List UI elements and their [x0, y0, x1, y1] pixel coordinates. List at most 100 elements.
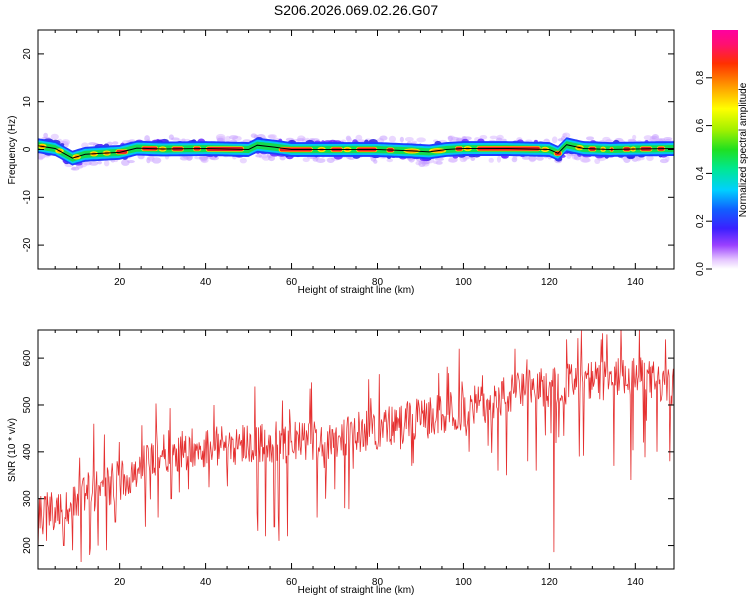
- spectrogram-halo-cell: [632, 134, 637, 140]
- spectrogram-halo-cell: [216, 137, 224, 142]
- spectrogram-x-tick-label: 40: [200, 277, 212, 288]
- spectrogram-x-tick-label: 60: [286, 277, 298, 288]
- spectrogram-halo-cell: [665, 155, 670, 162]
- spectrogram-x-label: Height of straight line (km): [298, 285, 415, 296]
- colorbar-tick-label: 0.2: [695, 214, 706, 228]
- spectrogram-halo-cell: [250, 133, 257, 138]
- spectrogram-halo-cell: [379, 135, 388, 141]
- spectrogram-y-tick-label: 20: [22, 48, 33, 60]
- spectrogram-halo-cell: [38, 156, 44, 161]
- spectrogram-halo-cell: [455, 137, 463, 143]
- spectrogram-halo-cell: [70, 167, 80, 171]
- spectrogram-halo-cell: [199, 155, 208, 161]
- colorbar-tick-label: 0.8: [695, 70, 706, 84]
- snr-series-line: [38, 330, 674, 563]
- spectrogram-halo-cell: [536, 156, 544, 161]
- colorbar-gradient: [712, 30, 738, 269]
- spectrogram-halo-cell: [97, 160, 102, 165]
- colorbar-tick-label: 0.6: [695, 118, 706, 132]
- spectrogram-halo-cell: [148, 155, 155, 162]
- spectrogram-halo-cell: [512, 155, 518, 160]
- spectrogram-x-tick-label: 100: [455, 277, 472, 288]
- spectrogram-halo-cell: [488, 157, 494, 163]
- spectrogram-halo-cell: [663, 136, 673, 141]
- snr-plot-area: [38, 330, 674, 563]
- spectrogram-halo-cell: [386, 158, 393, 163]
- spectrogram-halo-cell: [355, 134, 363, 141]
- spectrogram-halo-cell: [268, 155, 275, 162]
- spectrogram-halo-cell: [489, 135, 498, 140]
- spectrogram-y-tick-label: 0: [22, 146, 33, 152]
- spectrogram-halo-cell: [170, 137, 180, 141]
- spectrogram-halo-cell: [103, 160, 110, 167]
- spectrogram-halo-cell: [312, 157, 319, 162]
- snr-panel: 20 40 60 80 100 120 140 600 500 400 300 200 Height …: [7, 329, 675, 596]
- spectrogram-halo-cell: [479, 134, 488, 140]
- snr-y-tick-label: 200: [22, 537, 33, 554]
- spectrogram-halo-cell: [121, 159, 130, 166]
- spectrogram-x-tick-label: 140: [627, 277, 644, 288]
- spectrogram-halo-cell: [388, 135, 397, 143]
- spectrogram-plot-area: [38, 132, 674, 171]
- spectrogram-halo-cell: [228, 135, 239, 140]
- spectrogram-halo-cell: [635, 157, 642, 162]
- spectrogram-halo-cell: [496, 156, 502, 163]
- spectrogram-halo-cell: [302, 157, 310, 163]
- spectrogram-halo-cell: [255, 154, 263, 158]
- snr-x-label: Height of straight line (km): [298, 585, 415, 596]
- spectrogram-halo-cell: [326, 157, 335, 163]
- spectrogram-halo-cell: [346, 137, 352, 143]
- colorbar-ticks: 0.0 0.2 0.4 0.6 0.8: [695, 70, 712, 276]
- spectrogram-halo-cell: [399, 136, 404, 143]
- spectrogram-halo-cell: [50, 133, 59, 140]
- snr-x-tick-label: 60: [286, 577, 298, 588]
- snr-x-tick-label: 40: [200, 577, 212, 588]
- spectrogram-x-tick-label: 120: [541, 277, 558, 288]
- snr-y-tick-label: 300: [22, 490, 33, 507]
- snr-ticks: 20 40 60 80 100 120 140 600 500 400 300 200: [22, 330, 674, 588]
- spectrogram-y-tick-label: 10: [22, 96, 33, 108]
- spectrogram-halo-cell: [404, 136, 414, 142]
- snr-y-label: SNR (10 * v/v): [7, 418, 18, 482]
- spectrogram-halo-cell: [586, 136, 595, 141]
- spectrogram-halo-cell: [433, 160, 439, 164]
- spectrogram-halo-cell: [112, 141, 119, 145]
- snr-y-tick-label: 600: [22, 349, 33, 366]
- colorbar-tick-label: 0.0: [695, 262, 706, 276]
- spectrogram-y-tick-label: -20: [22, 237, 33, 252]
- spectrogram-halo-cell: [315, 158, 326, 163]
- spectrogram-halo-cell: [279, 155, 286, 161]
- spectrogram-halo-cell: [373, 159, 378, 164]
- snr-x-tick-label: 20: [114, 577, 126, 588]
- spectrogram-y-label: Frequency (Hz): [7, 116, 18, 185]
- spectrogram-halo-cell: [242, 139, 252, 143]
- spectrogram-x-tick-label: 20: [114, 277, 126, 288]
- spectrogram-halo-cell: [528, 155, 536, 163]
- snr-y-tick-label: 400: [22, 443, 33, 460]
- spectrogram-halo-cell: [551, 136, 558, 144]
- snr-x-tick-label: 140: [627, 577, 644, 588]
- colorbar: 0.0 0.2 0.4 0.6 0.8 Normalized spectral ampl…: [695, 30, 749, 276]
- spectrogram-halo-cell: [89, 161, 99, 166]
- spectrogram-halo-cell: [416, 137, 426, 143]
- colorbar-tick-label: 0.4: [695, 166, 706, 180]
- spectrogram-track-line: [38, 144, 674, 159]
- chart-title: S206.2026.069.02.26.G07: [274, 2, 438, 18]
- spectrogram-halo-cell: [239, 157, 247, 164]
- snr-x-tick-label: 80: [372, 577, 384, 588]
- spectrogram-halo-cell: [447, 135, 453, 142]
- spectrogram-halo-cell: [522, 156, 531, 160]
- spectrogram-halo-cell: [296, 138, 305, 142]
- spectrogram-halo-cell: [646, 155, 654, 162]
- spectrogram-halo-cell: [268, 134, 276, 139]
- spectrogram-halo-cell: [447, 158, 458, 163]
- snr-x-tick-label: 120: [541, 577, 558, 588]
- spectrogram-halo-cell: [643, 135, 653, 141]
- snr-y-tick-label: 500: [22, 396, 33, 413]
- colorbar-label: Normalized spectral amplitude: [738, 82, 749, 217]
- spectrogram-y-tick-label: -10: [22, 190, 33, 205]
- spectrogram-halo-cell: [562, 133, 567, 137]
